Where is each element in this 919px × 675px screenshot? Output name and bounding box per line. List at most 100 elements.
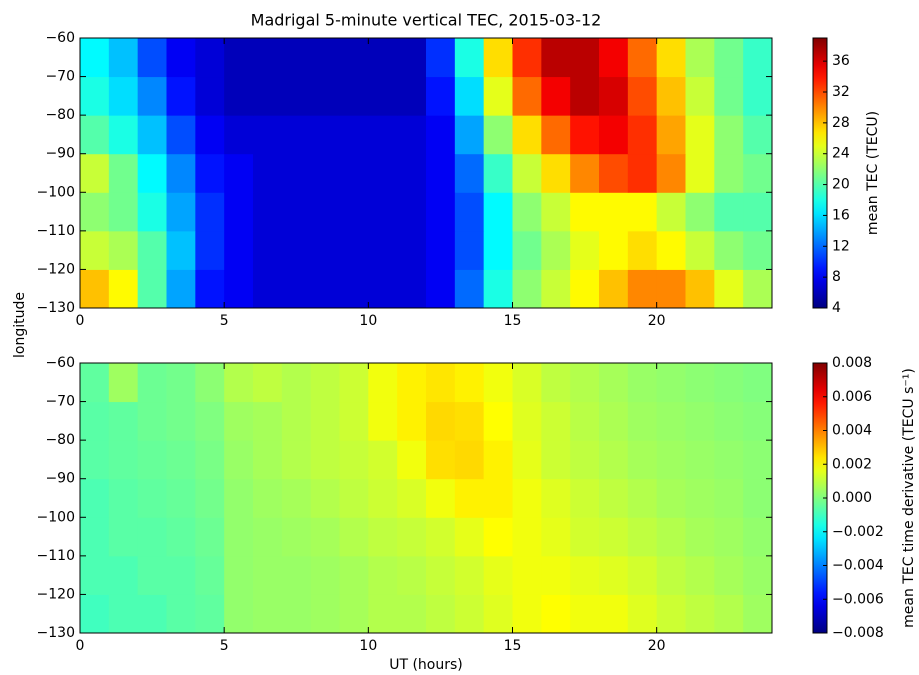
heatmap-cell <box>109 440 138 479</box>
y-tick-label: −90 <box>45 471 75 487</box>
x-tick-label: 20 <box>648 638 666 654</box>
heatmap-cell <box>397 115 426 154</box>
heatmap-cell <box>195 154 224 193</box>
heatmap-cell <box>224 479 253 518</box>
heatmap-cell <box>109 115 138 154</box>
heatmap-cell <box>282 517 311 556</box>
y-tick-label: −130 <box>37 300 75 316</box>
heatmap-cell <box>484 556 513 595</box>
heatmap-cell <box>628 517 657 556</box>
heatmap-cell <box>599 517 628 556</box>
y-tick-label: −110 <box>37 548 75 564</box>
heatmap-cell <box>541 269 570 308</box>
heatmap-cell <box>686 154 715 193</box>
y-tick-label: −80 <box>45 107 75 123</box>
heatmap-cell <box>657 38 686 77</box>
heatmap-cell <box>426 556 455 595</box>
heatmap-cell <box>138 154 167 193</box>
y-axis-label: longitude <box>12 292 28 358</box>
heatmap-cell <box>743 594 772 633</box>
heatmap-cell <box>686 231 715 270</box>
heatmap-cell <box>311 440 340 479</box>
heatmap-cell <box>397 192 426 231</box>
heatmap-cell <box>138 38 167 77</box>
heatmap-cell <box>686 517 715 556</box>
heatmap-cell <box>455 517 484 556</box>
heatmap-cell <box>224 192 253 231</box>
colorbar-tick-label: 12 <box>832 238 850 254</box>
heatmap-cell <box>714 192 743 231</box>
heatmap-cell <box>195 556 224 595</box>
heatmap-cell <box>541 440 570 479</box>
heatmap-cell <box>167 402 196 441</box>
colorbar-tick-label: −0.006 <box>832 591 884 607</box>
heatmap-cell <box>368 192 397 231</box>
heatmap-cell <box>513 154 542 193</box>
heatmap-cell <box>657 77 686 116</box>
heatmap-cell <box>743 269 772 308</box>
heatmap-cell <box>368 269 397 308</box>
heatmap-cell <box>484 38 513 77</box>
heatmap-cell <box>138 115 167 154</box>
heatmap-cell <box>195 77 224 116</box>
heatmap-cell <box>311 517 340 556</box>
heatmap-cell <box>686 38 715 77</box>
heatmap-cell <box>138 556 167 595</box>
y-tick-label: −130 <box>37 625 75 641</box>
x-tick-label: 0 <box>76 313 85 329</box>
heatmap-cell <box>686 479 715 518</box>
heatmap-cell <box>138 402 167 441</box>
heatmap-cell <box>686 440 715 479</box>
heatmap-cell <box>167 269 196 308</box>
heatmap-cell <box>368 77 397 116</box>
heatmap-cell <box>599 556 628 595</box>
heatmap-cell <box>138 192 167 231</box>
heatmap-cell <box>195 231 224 270</box>
heatmap-cell <box>109 77 138 116</box>
heatmap-cell <box>455 269 484 308</box>
heatmap-cell <box>397 402 426 441</box>
y-tick-label: −100 <box>37 184 75 200</box>
heatmap-cell <box>570 479 599 518</box>
heatmap-cell <box>195 363 224 402</box>
heatmap-cell <box>368 38 397 77</box>
heatmap-cell <box>657 594 686 633</box>
heatmap-cell <box>455 231 484 270</box>
heatmap-cell <box>109 38 138 77</box>
heatmap-cell <box>80 594 109 633</box>
heatmap-cell <box>513 556 542 595</box>
heatmap-cell <box>570 38 599 77</box>
heatmap-cell <box>311 192 340 231</box>
heatmap-cell <box>570 77 599 116</box>
heatmap-cell <box>167 77 196 116</box>
heatmap-cell <box>253 154 282 193</box>
heatmap-cell <box>368 440 397 479</box>
heatmap-cell <box>368 154 397 193</box>
y-tick-label: −70 <box>45 394 75 410</box>
y-tick-label: −90 <box>45 146 75 162</box>
heatmap-cell <box>455 363 484 402</box>
heatmap-cell <box>455 38 484 77</box>
heatmap-cell <box>426 38 455 77</box>
heatmap-cell <box>282 77 311 116</box>
y-tick-label: −120 <box>37 261 75 277</box>
heatmap-cell <box>167 556 196 595</box>
heatmap-cell <box>686 192 715 231</box>
heatmap-cell <box>570 363 599 402</box>
heatmap-cell <box>686 594 715 633</box>
heatmap-cell <box>570 231 599 270</box>
heatmap-cell <box>484 115 513 154</box>
heatmap-cell <box>743 363 772 402</box>
heatmap-cell <box>513 115 542 154</box>
heatmap-cell <box>282 402 311 441</box>
heatmap-cell <box>311 402 340 441</box>
heatmap-cell <box>397 440 426 479</box>
heatmap-cell <box>599 38 628 77</box>
heatmap-cell <box>195 402 224 441</box>
heatmap-cell <box>224 363 253 402</box>
heatmap-cell <box>340 479 369 518</box>
heatmap-cell <box>167 517 196 556</box>
heatmap-cell <box>714 38 743 77</box>
heatmap-cell <box>311 479 340 518</box>
heatmap-cell <box>80 192 109 231</box>
